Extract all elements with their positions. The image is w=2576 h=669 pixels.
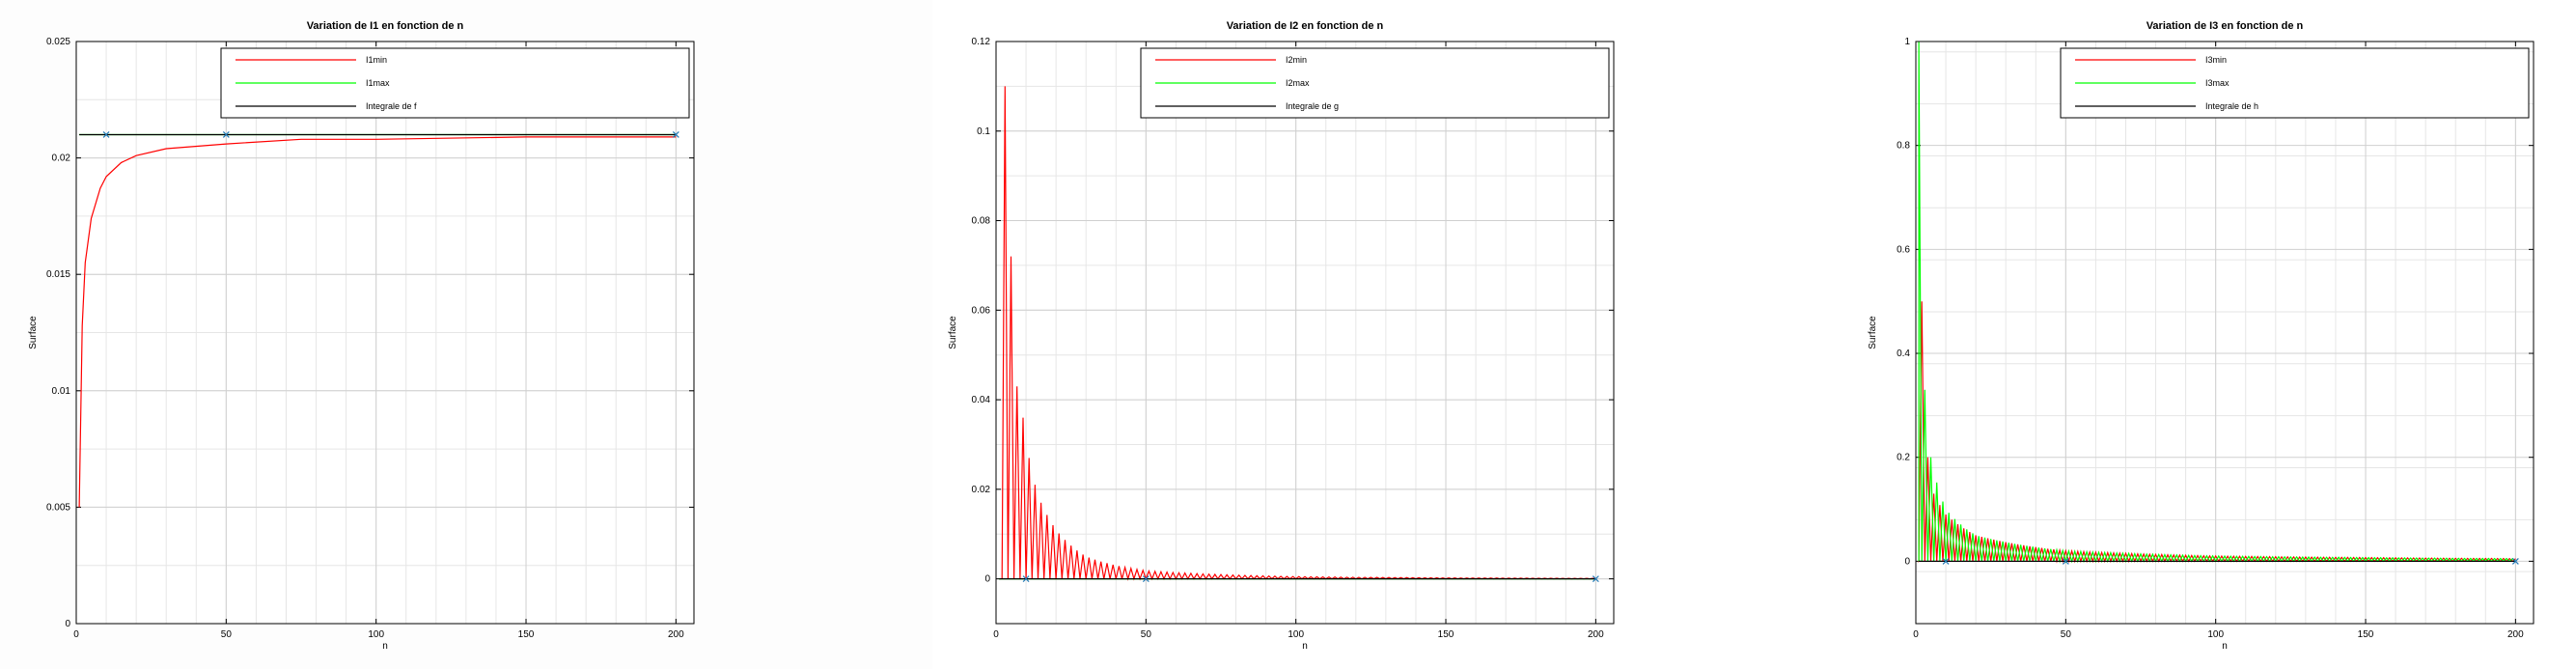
y-tick-label: 0.12 — [972, 37, 991, 47]
plot-area — [996, 42, 1614, 624]
y-tick-label: 0 — [1904, 556, 1910, 567]
x-tick-label: 200 — [668, 629, 684, 640]
axes-frame — [75, 41, 695, 625]
plot-area — [1916, 42, 2534, 624]
data-marker — [672, 131, 679, 138]
y-tick-label: 0.06 — [972, 305, 991, 316]
chart-panel-3: Variation de I3 en fonction de n n Surface… — [1868, 20, 2534, 652]
y-tick-label: 0.01 — [52, 386, 71, 397]
y-tick-label: 0 — [984, 574, 990, 585]
legend-label: I3min — [2205, 55, 2227, 65]
y-tick-label: 0.6 — [1897, 244, 1910, 255]
legend: I3min I3max Integrale de h — [2060, 47, 2530, 119]
y-tick-label: 0.04 — [972, 395, 991, 405]
y-tick-label: 0.02 — [52, 153, 71, 164]
x-axis-label: n — [1302, 641, 1308, 652]
legend: I2min I2max Integrale de g — [1140, 47, 1610, 119]
x-tick-label: 100 — [368, 629, 384, 640]
legend-label: I1max — [366, 78, 390, 88]
y-tick-label: 0 — [65, 619, 70, 629]
x-tick-label: 100 — [1288, 629, 1304, 640]
chart-title: Variation de I2 en fonction de n — [1227, 20, 1384, 32]
data-marker — [1142, 575, 1150, 583]
x-tick-label: 50 — [1141, 629, 1152, 640]
x-axis-label: n — [2222, 641, 2228, 652]
x-tick-label: 200 — [2507, 629, 2524, 640]
data-marker — [1022, 575, 1030, 583]
y-tick-label: 0.2 — [1897, 453, 1910, 463]
y-tick-label: 0.005 — [46, 502, 70, 513]
x-tick-label: 150 — [2358, 629, 2374, 640]
legend-label: I3max — [2205, 78, 2230, 88]
y-axis-label: Surface — [1868, 316, 1878, 349]
data-marker — [102, 131, 110, 138]
axes-frame — [1915, 41, 2534, 625]
series-line-1 — [1918, 301, 2516, 564]
x-tick-label: 50 — [221, 629, 233, 640]
data-marker — [2511, 557, 2519, 565]
chart-title: Variation de I3 en fonction de n — [2147, 20, 2304, 32]
y-tick-label: 0.015 — [46, 269, 70, 280]
legend-label: Integrale de h — [2205, 101, 2258, 111]
data-marker — [1942, 557, 1950, 565]
y-axis-label: Surface — [948, 316, 958, 349]
data-marker — [1592, 575, 1599, 583]
y-tick-label: 0.8 — [1897, 141, 1910, 152]
chart-panel-2: Variation de I2 en fonction de n n Surface… — [948, 20, 1615, 652]
y-tick-label: 0.1 — [977, 126, 990, 137]
y-tick-label: 0.025 — [46, 37, 70, 47]
x-tick-label: 100 — [2207, 629, 2224, 640]
x-tick-label: 0 — [993, 629, 999, 640]
chart-title: Variation de I1 en fonction de n — [307, 20, 464, 32]
y-tick-label: 0.08 — [972, 216, 991, 227]
legend-label: I2min — [1286, 55, 1307, 65]
data-marker — [222, 131, 230, 138]
legend-label: I1min — [366, 55, 387, 65]
data-marker — [2062, 557, 2069, 565]
legend-label: I2max — [1286, 78, 1310, 88]
x-tick-label: 150 — [518, 629, 535, 640]
y-axis-label: Surface — [28, 316, 39, 349]
x-tick-label: 50 — [2061, 629, 2072, 640]
x-tick-label: 0 — [73, 629, 79, 640]
x-axis-label: n — [382, 641, 388, 652]
x-tick-label: 200 — [1588, 629, 1604, 640]
x-tick-label: 150 — [1438, 629, 1454, 640]
y-tick-label: 1 — [1904, 37, 1910, 47]
series-line-1 — [1001, 86, 1596, 581]
chart-panel-1: Variation de I1 en fonction de n n Surface… — [28, 20, 695, 652]
y-tick-label: 0.4 — [1897, 348, 1910, 359]
y-tick-label: 0.02 — [972, 485, 991, 495]
axes-frame — [995, 41, 1615, 625]
legend-label: Integrale de f — [366, 101, 417, 111]
x-tick-label: 0 — [1913, 629, 1919, 640]
series-line-1 — [78, 136, 677, 508]
legend-label: Integrale de g — [1286, 101, 1339, 111]
legend: I1min I1max Integrale de f — [220, 47, 690, 119]
